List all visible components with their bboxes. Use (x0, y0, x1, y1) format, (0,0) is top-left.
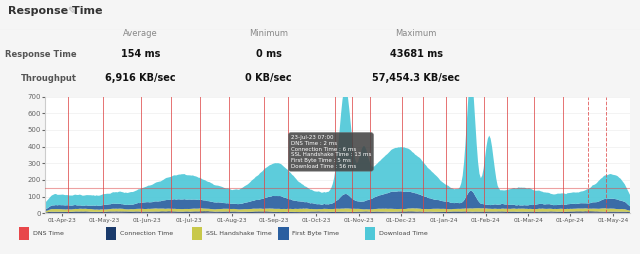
Text: 154 ms: 154 ms (121, 49, 161, 59)
Text: 43681 ms: 43681 ms (390, 49, 442, 59)
Text: Response Time: Response Time (5, 50, 77, 59)
Text: 0 ms: 0 ms (256, 49, 282, 59)
Text: Maximum: Maximum (396, 28, 436, 38)
Text: Connection Time: Connection Time (120, 231, 173, 236)
Text: Average: Average (124, 28, 158, 38)
Bar (106, 227, 116, 240)
Bar (19, 227, 29, 240)
Text: DNS Time: DNS Time (33, 231, 64, 236)
Bar (278, 227, 289, 240)
Text: 23-Jul-23 07:00
DNS Time : 2 ms
Connection Time : 6 ms
SSL Handshake Time : 13 m: 23-Jul-23 07:00 DNS Time : 2 ms Connecti… (291, 135, 371, 169)
Text: Download Time: Download Time (379, 231, 428, 236)
Text: 6,916 KB/sec: 6,916 KB/sec (106, 73, 176, 83)
Text: 57,454.3 KB/sec: 57,454.3 KB/sec (372, 73, 460, 83)
Text: Minimum: Minimum (250, 28, 288, 38)
Text: Throughput: Throughput (20, 74, 77, 83)
Text: 0 KB/sec: 0 KB/sec (246, 73, 292, 83)
Text: ✎: ✎ (67, 6, 76, 16)
Bar (365, 227, 375, 240)
Bar (192, 227, 202, 240)
Text: First Byte Time: First Byte Time (292, 231, 339, 236)
Text: SSL Handshake Time: SSL Handshake Time (206, 231, 272, 236)
Text: Response Time: Response Time (8, 6, 102, 16)
